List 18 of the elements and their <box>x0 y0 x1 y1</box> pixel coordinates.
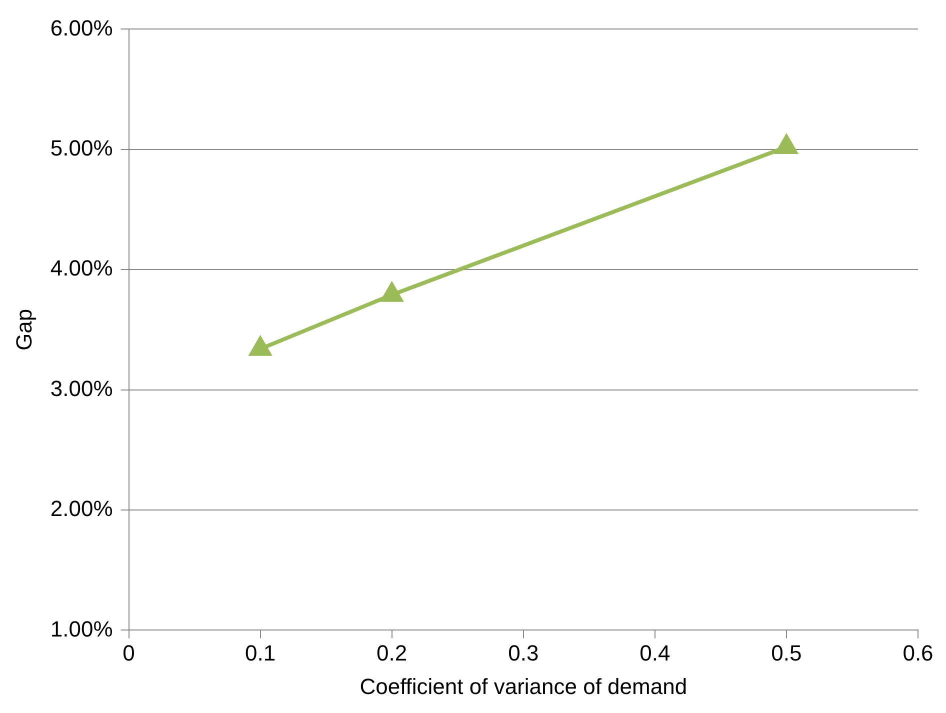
point <box>250 336 271 356</box>
x-tick-label: 0.2 <box>376 640 408 666</box>
y-tick-label: 6.00% <box>50 15 113 40</box>
x-axis-title: Coefficient of variance of demand <box>360 674 688 699</box>
y-axis-title: Gap <box>11 308 36 350</box>
y-tick-label: 5.00% <box>50 135 113 160</box>
y-tick-label: 2.00% <box>50 496 113 522</box>
x-tick-label: 0.1 <box>245 640 276 666</box>
y-tick-label: 4.00% <box>50 256 113 281</box>
x-tick-label: 0 <box>122 640 135 666</box>
x-tick-label: 0.6 <box>902 640 934 666</box>
y-tick-label: 3.00% <box>50 376 113 401</box>
x-tick-label: 0.3 <box>508 640 539 666</box>
point <box>381 282 403 302</box>
x-tick-label: 0.5 <box>771 640 802 666</box>
point <box>776 134 798 154</box>
y-tick-label: 1.00% <box>50 616 113 642</box>
x-tick-label: 0.4 <box>640 640 670 666</box>
